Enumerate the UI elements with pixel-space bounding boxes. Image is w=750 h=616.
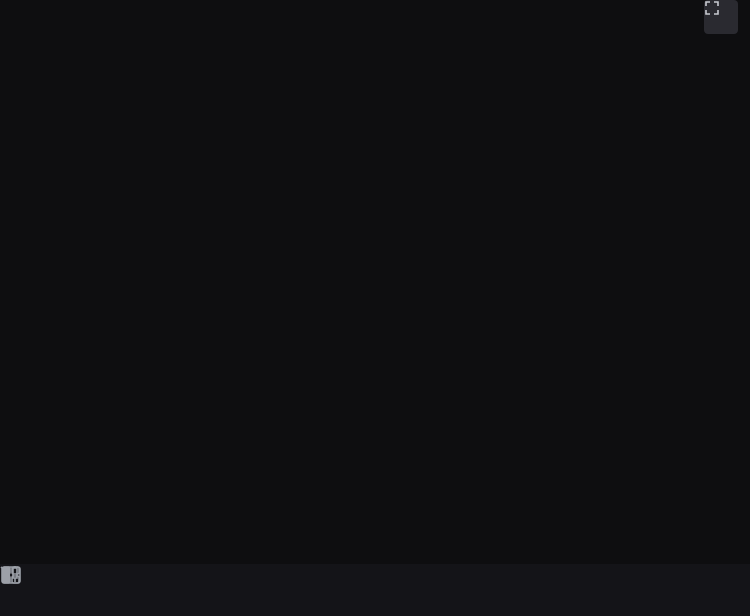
grid-icon bbox=[0, 564, 22, 586]
chart-container bbox=[0, 0, 750, 616]
fullscreen-button[interactable] bbox=[704, 0, 738, 34]
bottom-toolbar bbox=[0, 564, 750, 616]
fullscreen-icon bbox=[704, 0, 720, 16]
chart-svg[interactable] bbox=[0, 0, 750, 564]
